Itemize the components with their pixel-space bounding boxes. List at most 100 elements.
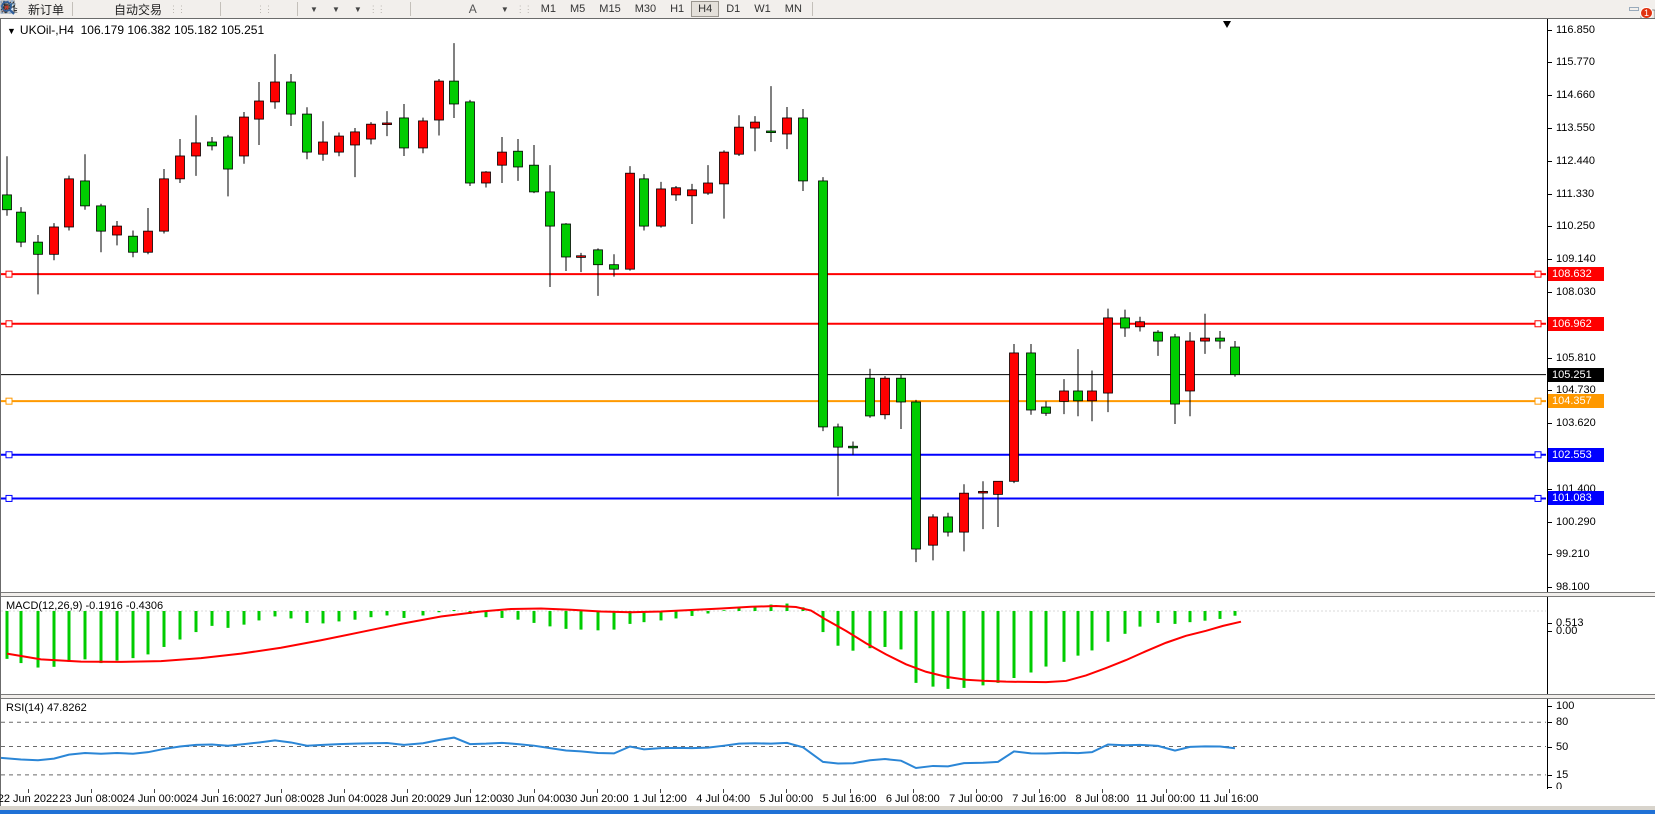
- candle-body: [943, 516, 953, 533]
- panel-splitter[interactable]: [1, 592, 1655, 597]
- market-watch-button[interactable]: [0, 0, 96, 14]
- chart-profiles-button[interactable]: [0, 1, 86, 13]
- candle-body: [159, 178, 169, 232]
- candle-body: [2, 194, 12, 211]
- macd-signal-line: [6, 605, 1242, 684]
- timeframe-d1-button[interactable]: D1: [726, 3, 741, 15]
- equidistant-channel-tool-button[interactable]: E: [0, 1, 454, 14]
- periods-button[interactable]: ▼: [0, 0, 345, 16]
- vertical-line-tool-button[interactable]: [4, 1, 424, 13]
- crosshair-tool-button[interactable]: [1, 1, 407, 13]
- candle-body: [766, 130, 776, 134]
- hline-handle[interactable]: [5, 270, 13, 278]
- zoom-in-button[interactable]: [1, 1, 234, 14]
- rsi-panel[interactable]: [1, 699, 1546, 789]
- candle-body: [481, 171, 491, 184]
- price-tick-label: 110.250: [1556, 220, 1595, 233]
- hline-handle[interactable]: [1534, 494, 1542, 502]
- hline-handle[interactable]: [5, 320, 13, 328]
- macd-panel[interactable]: [1, 597, 1546, 694]
- axis-tick: [1548, 623, 1552, 624]
- candle-body: [1153, 331, 1163, 342]
- rsi-axis[interactable]: 100 80 50 15 0: [1547, 699, 1655, 793]
- candle-body: [911, 401, 921, 550]
- time-label: 30 Jun 04:00: [501, 793, 566, 805]
- time-label: 29 Jun 12:00: [438, 793, 503, 805]
- axis-tick: [1548, 554, 1552, 556]
- symbol-collapse-icon[interactable]: ▼: [7, 26, 16, 36]
- chat-button[interactable]: 1: [1639, 7, 1655, 23]
- time-tick: [91, 789, 93, 793]
- text-label-tool-button[interactable]: T: [0, 0, 492, 14]
- timeframe-group: M1 M5 M15 M30 H1 H4 D1 W1 MN: [534, 0, 809, 18]
- zoom-out-button[interactable]: [1, 1, 244, 14]
- timeframe-m1-button[interactable]: M1: [540, 3, 557, 15]
- time-label: 22 Jun 2022: [0, 793, 59, 805]
- time-tick: [217, 789, 219, 793]
- timeframe-mn-button[interactable]: MN: [784, 3, 802, 15]
- time-axis[interactable]: 22 Jun 2022 23 Jun 08:00 24 Jun 00:00 24 Ju…: [0, 789, 1655, 806]
- candle-body: [1200, 337, 1210, 342]
- fibonacci-tool-button[interactable]: F: [1, 2, 464, 14]
- timeframe-h4-button[interactable]: H4: [691, 1, 720, 17]
- timeframe-m15-button[interactable]: M15: [599, 3, 621, 15]
- price-badge-101.083: 101.083: [1548, 491, 1604, 506]
- hline-handle[interactable]: [5, 397, 13, 405]
- axis-tick: [1548, 226, 1552, 228]
- timeframe-w1-button[interactable]: W1: [754, 3, 771, 15]
- time-label: 5 Jul 16:00: [822, 793, 877, 805]
- timeframe-m5-button[interactable]: M5: [570, 3, 586, 15]
- panel-splitter[interactable]: [1, 694, 1655, 699]
- horizontal-line-tool-button[interactable]: [1, 6, 434, 11]
- indicators-button[interactable]: ▼: [0, 1, 323, 16]
- signals-button[interactable]: [2, 0, 106, 14]
- candle-body: [434, 80, 444, 121]
- price-tick-label: 113.550: [1556, 122, 1595, 135]
- search-button[interactable]: [1, 1, 1639, 15]
- time-tick: [1228, 789, 1230, 793]
- time-tick: [280, 789, 282, 793]
- cursor-tool-button[interactable]: [3, 1, 397, 14]
- axis-tick: [1548, 587, 1552, 589]
- candle-body: [959, 492, 969, 533]
- hline-handle[interactable]: [5, 451, 13, 459]
- line-chart-type-button[interactable]: [0, 2, 217, 12]
- price-tick-label: 104.730: [1556, 384, 1596, 397]
- templates-button[interactable]: ▼: [0, 0, 367, 16]
- candle-body: [223, 136, 233, 170]
- price-axis[interactable]: 116.850 115.770 114.660 113.550 112.440 111.3…: [1547, 19, 1655, 593]
- candle-body: [465, 101, 475, 184]
- macd-label: MACD(12,26,9) -0.1916 -0.4306: [6, 600, 164, 612]
- trendline-tool-button[interactable]: [1, 1, 444, 13]
- axis-tick: [1548, 521, 1552, 523]
- candle-body: [1230, 346, 1240, 376]
- price-badge-102.553: 102.553: [1548, 447, 1604, 462]
- rsi-tick-label: 15: [1556, 768, 1569, 781]
- candlestick-type-button[interactable]: [1, 1, 207, 13]
- rsi-tick-label: 50: [1556, 740, 1569, 753]
- hline-handle[interactable]: [1534, 270, 1542, 278]
- main-price-panel[interactable]: [1, 19, 1546, 592]
- time-label: 24 Jun 16:00: [185, 793, 250, 805]
- toolbar-grip: ⋮⋮: [169, 3, 186, 14]
- chart-shift-button[interactable]: [2, 2, 294, 12]
- hline-handle[interactable]: [1534, 451, 1542, 459]
- text-tool-button[interactable]: A: [464, 0, 482, 18]
- bar-chart-type-button[interactable]: [1, 2, 197, 12]
- timeframe-h1-button[interactable]: H1: [670, 3, 685, 15]
- hline-handle[interactable]: [5, 494, 13, 502]
- hline-handle[interactable]: [1534, 320, 1542, 328]
- hline-handle[interactable]: [1534, 397, 1542, 405]
- tile-windows-button[interactable]: [1, 1, 254, 12]
- new-order-button[interactable]: 新订单: [0, 0, 69, 20]
- auto-scroll-button[interactable]: [3, 2, 284, 12]
- chart-shift-marker[interactable]: [1223, 21, 1231, 28]
- arrows-tool-button[interactable]: ▼: [2, 2, 514, 16]
- autotrading-button[interactable]: 自动交易: [0, 0, 167, 20]
- candle-body: [334, 135, 344, 153]
- timeframe-m30-button[interactable]: M30: [634, 3, 657, 15]
- toolbar-grip: ⋮⋮: [515, 3, 533, 14]
- candle-body: [33, 241, 43, 255]
